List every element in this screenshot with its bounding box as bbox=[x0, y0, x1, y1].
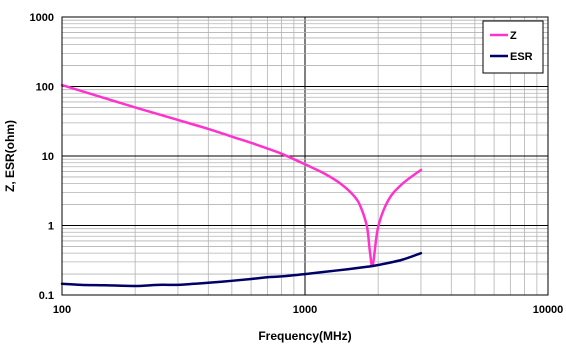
x-tick-label: 10000 bbox=[533, 304, 564, 316]
x-axis-title: Frequency(MHz) bbox=[258, 329, 351, 343]
series-line-esr bbox=[60, 251, 423, 288]
legend-box bbox=[482, 20, 544, 74]
y-tick-label: 1000 bbox=[30, 12, 54, 24]
y-tick-label: 1 bbox=[48, 221, 54, 233]
series-layer bbox=[60, 83, 423, 288]
legend-label-z: Z bbox=[510, 30, 517, 42]
y-tick-label: 0.1 bbox=[39, 290, 54, 302]
x-tick-label: 100 bbox=[53, 304, 71, 316]
x-tick-label: 1000 bbox=[293, 304, 317, 316]
legend: Z ESR bbox=[482, 20, 544, 74]
tick-labels: 100 1000 10000 0.1 1 10 100 1000 bbox=[30, 12, 564, 316]
y-tick-label: 100 bbox=[36, 82, 54, 94]
plot-border bbox=[61, 16, 549, 296]
grid bbox=[62, 17, 548, 295]
y-axis-title: Z, ESR(ohm) bbox=[3, 120, 17, 192]
legend-label-esr: ESR bbox=[510, 51, 533, 63]
y-tick-label: 10 bbox=[42, 151, 54, 163]
series-line-z bbox=[60, 83, 423, 268]
